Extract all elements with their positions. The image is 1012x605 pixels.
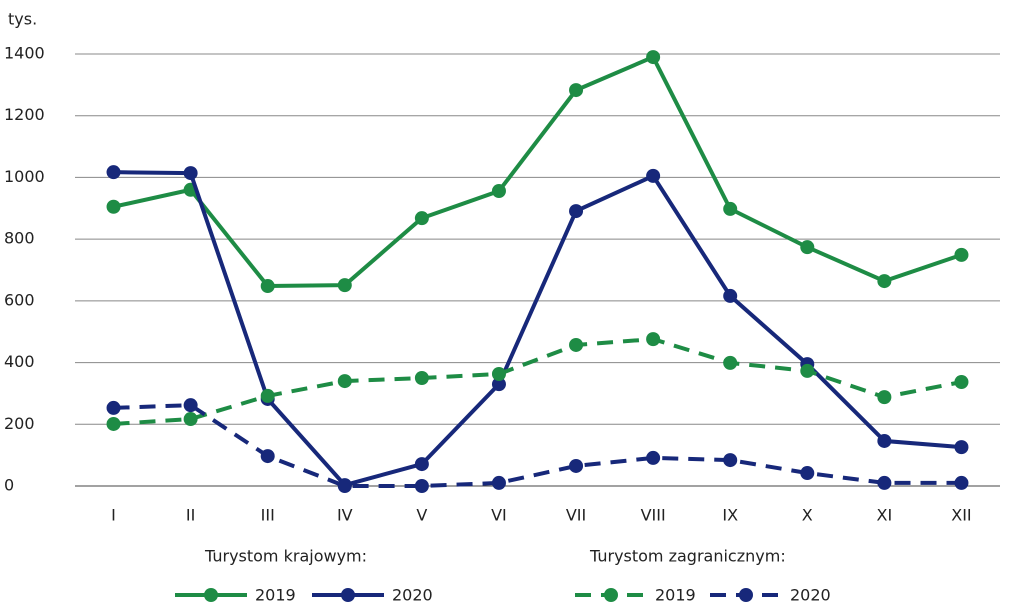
x-tick-label: V: [416, 506, 427, 525]
marker: [569, 337, 584, 352]
marker: [800, 240, 815, 255]
line: [113, 170, 962, 488]
marker: [723, 288, 738, 303]
x-tick-label: III: [261, 506, 275, 525]
x-tick-label: II: [186, 506, 195, 525]
legend-label: 2019: [655, 586, 696, 605]
marker: [954, 475, 969, 490]
marker: [954, 375, 969, 390]
y-tick-label: 800: [4, 229, 35, 248]
marker: [106, 400, 121, 415]
legend-group-title: Turystom krajowym:: [204, 547, 367, 566]
x-tick-label: XII: [951, 506, 971, 525]
x-tick-label: IV: [337, 506, 353, 525]
x-tick-label: VII: [566, 506, 586, 525]
line: [113, 403, 962, 488]
marker: [646, 450, 661, 465]
marker: [337, 374, 352, 389]
y-tick-label: 1200: [4, 105, 45, 124]
marker: [877, 390, 892, 405]
marker: [414, 211, 429, 226]
y-axis-label: tys.: [8, 10, 37, 29]
legend-marker: [739, 588, 753, 602]
marker: [491, 475, 506, 490]
legend-label: 2020: [392, 586, 433, 605]
marker: [877, 433, 892, 448]
marker: [183, 166, 198, 181]
marker: [260, 388, 275, 403]
marker: [954, 247, 969, 262]
marker: [106, 416, 121, 431]
line: [113, 337, 962, 426]
legend-label: 2019: [255, 586, 296, 605]
marker: [414, 479, 429, 493]
x-tick-label: IX: [722, 506, 738, 525]
marker: [491, 184, 506, 199]
x-tick-label: VIII: [641, 506, 666, 525]
marker: [877, 475, 892, 490]
marker: [800, 466, 815, 481]
marker: [414, 457, 429, 472]
legend-marker: [341, 588, 355, 602]
marker: [723, 355, 738, 370]
y-tick-label: 0: [4, 476, 14, 495]
marker: [954, 440, 969, 455]
marker: [106, 199, 121, 214]
y-tick-label: 200: [4, 414, 35, 433]
legend-label: 2020: [790, 586, 831, 605]
y-tick-label: 1000: [4, 167, 45, 186]
marker: [491, 366, 506, 381]
line: [113, 54, 963, 289]
marker: [723, 453, 738, 468]
marker: [569, 458, 584, 473]
x-tick-label: I: [111, 506, 116, 525]
marker: [569, 83, 584, 98]
marker: [723, 201, 738, 216]
y-tick-label: 400: [4, 352, 35, 371]
x-tick-label: VI: [491, 506, 507, 525]
y-tick-label: 600: [4, 290, 35, 309]
marker: [569, 204, 584, 219]
marker: [646, 168, 661, 183]
marker: [337, 278, 352, 293]
legend-marker: [604, 588, 618, 602]
marker: [260, 279, 275, 294]
x-tick-label: XI: [877, 506, 893, 525]
marker: [491, 377, 506, 392]
marker: [646, 332, 661, 347]
marker: [183, 398, 198, 413]
marker: [414, 371, 429, 385]
marker: [877, 274, 892, 289]
marker: [260, 449, 275, 464]
marker: [646, 50, 661, 65]
marker: [106, 165, 121, 180]
y-tick-label: 1400: [4, 44, 45, 63]
marker: [183, 412, 198, 427]
marker: [800, 363, 815, 378]
x-tick-label: X: [802, 506, 813, 525]
legend-group-title: Turystom zagranicznym:: [589, 547, 786, 566]
marker: [337, 479, 352, 493]
legend-marker: [204, 588, 218, 602]
